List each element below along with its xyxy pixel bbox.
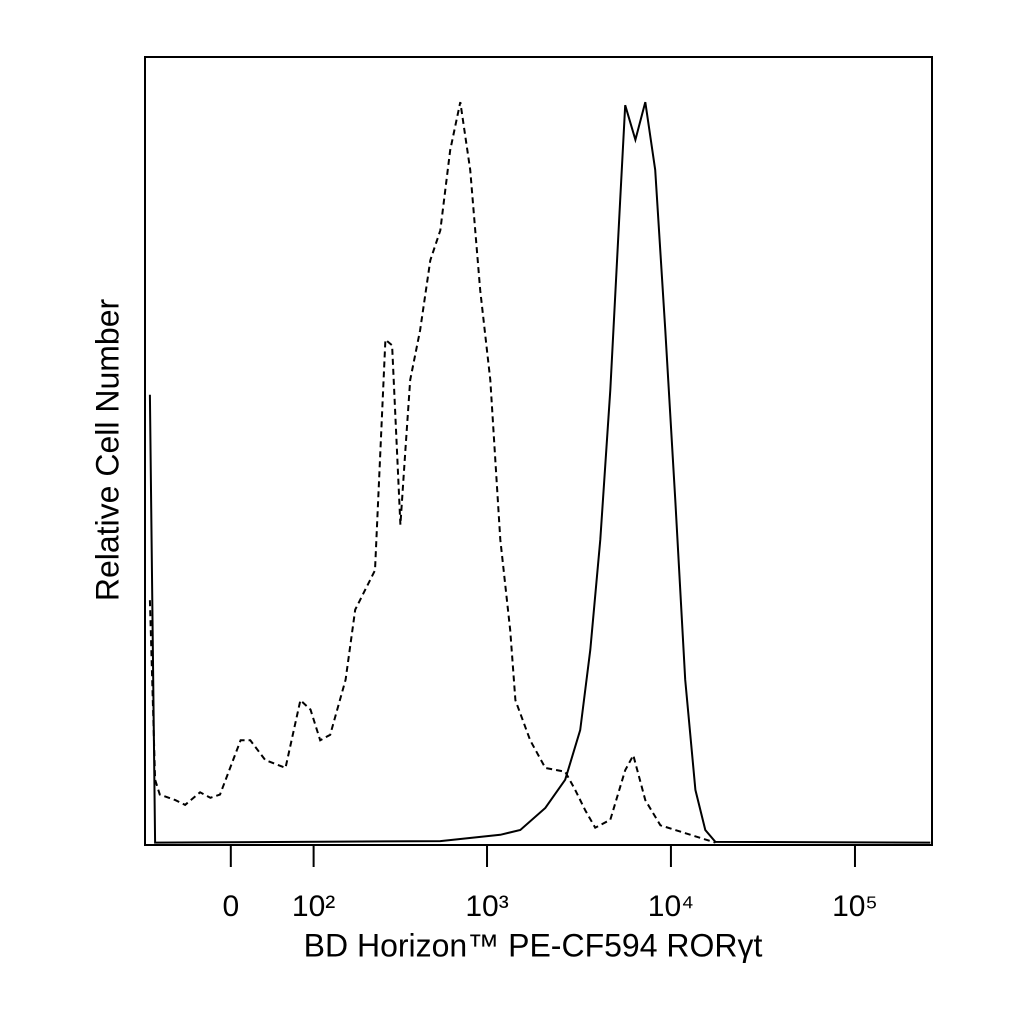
x-tick-label: 0 — [222, 890, 239, 923]
x-tick-label: 10⁴ — [648, 890, 694, 923]
histogram-line — [148, 101, 931, 844]
x-tick-label: 10⁵ — [832, 890, 878, 923]
histogram-line — [148, 101, 716, 844]
x-tick-label: 10³ — [465, 890, 508, 923]
x-axis-label: BD Horizon™ PE-CF594 RORγt — [304, 927, 763, 963]
y-axis-label: Relative Cell Number — [89, 298, 125, 601]
x-tick-label: 10² — [292, 890, 335, 923]
plot-frame — [144, 56, 933, 846]
